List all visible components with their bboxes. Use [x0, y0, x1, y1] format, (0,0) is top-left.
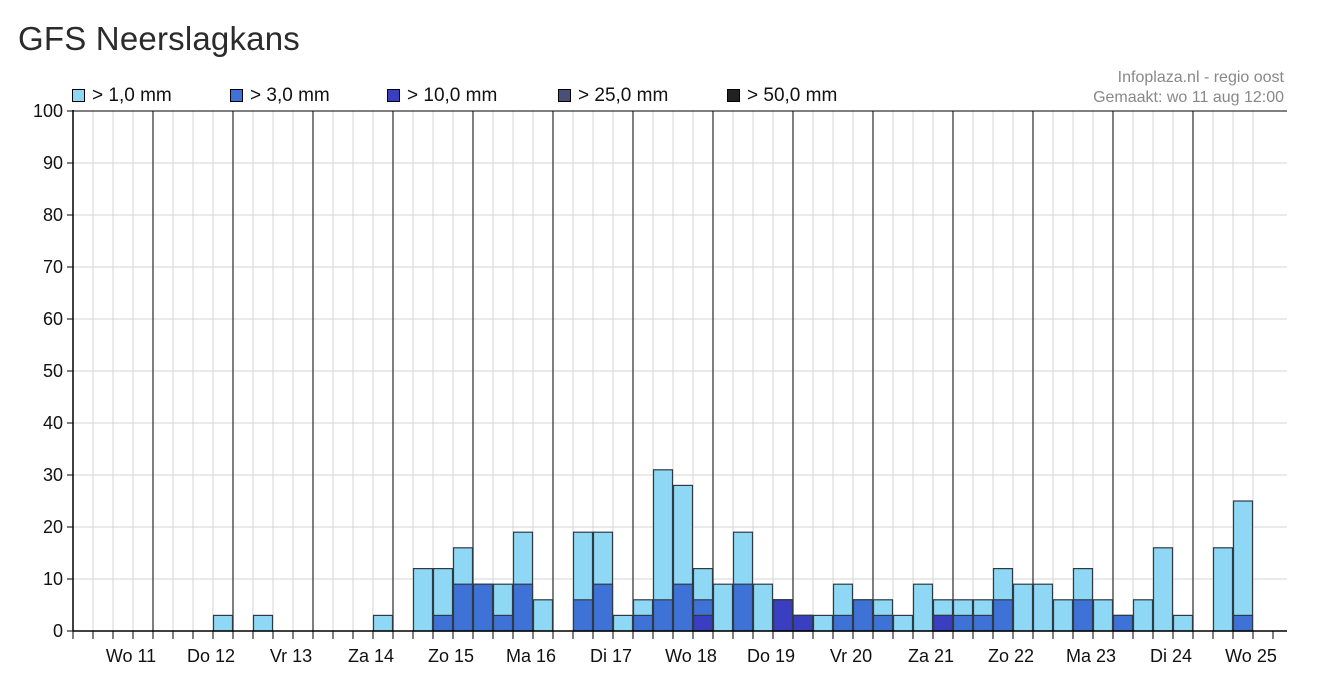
y-tick-label: 60 — [43, 309, 63, 329]
bar-series-0 — [532, 599, 554, 632]
bar-series-0 — [712, 583, 734, 632]
bar-series-0 — [1132, 599, 1154, 632]
bar-series-0 — [1212, 547, 1234, 632]
x-tick-label: Wo 18 — [665, 646, 717, 666]
y-tick-label: 70 — [43, 257, 63, 277]
bar-series-0 — [1092, 599, 1114, 632]
x-tick-label: Za 21 — [908, 646, 954, 666]
legend-label: > 25,0 mm — [578, 85, 669, 106]
x-tick-label: Vr 13 — [270, 646, 312, 666]
x-tick-label: Do 12 — [187, 646, 235, 666]
bar-series-0 — [372, 614, 394, 632]
bar-series-1 — [832, 614, 854, 632]
legend-label: > 50,0 mm — [747, 85, 838, 106]
y-tick-label: 100 — [33, 101, 63, 121]
bar-series-0 — [752, 583, 774, 632]
x-tick-label: Wo 11 — [106, 646, 156, 666]
x-tick-label: Ma 23 — [1066, 646, 1116, 666]
y-tick-label: 40 — [43, 413, 63, 433]
bar-series-1 — [1072, 599, 1094, 632]
bar-series-1 — [492, 614, 514, 632]
bar-series-1 — [852, 599, 874, 632]
x-tick-label: Za 14 — [348, 646, 394, 666]
legend-label: > 10,0 mm — [407, 85, 498, 106]
bar-series-2 — [692, 614, 714, 632]
bar-series-0 — [912, 583, 934, 632]
bar-series-0 — [892, 614, 914, 632]
y-tick-label: 10 — [43, 569, 63, 589]
y-tick-label: 30 — [43, 465, 63, 485]
bar-series-0 — [612, 614, 634, 632]
bar-series-1 — [672, 583, 694, 632]
bar-series-1 — [652, 599, 674, 632]
bar-series-0 — [252, 614, 274, 632]
bar-series-0 — [412, 567, 434, 632]
bar-series-0 — [1152, 547, 1174, 632]
legend-swatch — [387, 89, 400, 102]
bar-series-2 — [932, 614, 954, 632]
legend-swatch — [230, 89, 243, 102]
y-tick-label: 90 — [43, 153, 63, 173]
x-tick-label: Di 17 — [590, 646, 632, 666]
bar-series-1 — [952, 614, 974, 632]
bar-series-1 — [572, 599, 594, 632]
x-tick-label: Ma 16 — [506, 646, 556, 666]
x-tick-label: Vr 20 — [830, 646, 872, 666]
bar-series-1 — [452, 583, 474, 632]
bar-series-0 — [1012, 583, 1034, 632]
bars-group — [212, 469, 1254, 632]
bar-series-1 — [432, 614, 454, 632]
y-tick-label: 0 — [53, 621, 63, 641]
bar-series-1 — [732, 583, 754, 632]
bar-series-2 — [792, 614, 814, 632]
bar-series-1 — [472, 583, 494, 632]
y-tick-label: 50 — [43, 361, 63, 381]
bar-series-1 — [592, 583, 614, 632]
bar-series-1 — [1232, 614, 1254, 632]
legend-swatch — [558, 89, 571, 102]
x-tick-label: Zo 15 — [428, 646, 474, 666]
x-tick-label: Do 19 — [747, 646, 795, 666]
bar-series-0 — [1052, 599, 1074, 632]
bar-series-1 — [872, 614, 894, 632]
chart-timestamp: Gemaakt: wo 11 aug 12:00 — [1093, 89, 1284, 106]
y-tick-label: 80 — [43, 205, 63, 225]
bar-series-1 — [1112, 614, 1134, 632]
bar-series-0 — [812, 614, 834, 632]
legend-swatch — [72, 89, 85, 102]
x-tick-label: Zo 22 — [988, 646, 1034, 666]
bar-series-1 — [512, 583, 534, 632]
x-tick-label: Di 24 — [1150, 646, 1192, 666]
legend-label: > 1,0 mm — [92, 85, 172, 106]
bar-series-1 — [992, 599, 1014, 632]
y-tick-label: 20 — [43, 517, 63, 537]
bar-series-2 — [772, 599, 794, 632]
bar-series-0 — [212, 614, 234, 632]
page-title: GFS Neerslagkans — [18, 20, 300, 57]
legend-label: > 3,0 mm — [250, 85, 330, 106]
bar-series-0 — [1172, 614, 1194, 632]
bar-series-1 — [972, 614, 994, 632]
x-tick-label: Wo 25 — [1225, 646, 1277, 666]
bar-series-1 — [632, 614, 654, 632]
bar-series-0 — [1232, 500, 1254, 632]
bar-series-0 — [1032, 583, 1054, 632]
legend-swatch — [727, 89, 740, 102]
chart-source: Infoplaza.nl - regio oost — [1117, 69, 1284, 86]
